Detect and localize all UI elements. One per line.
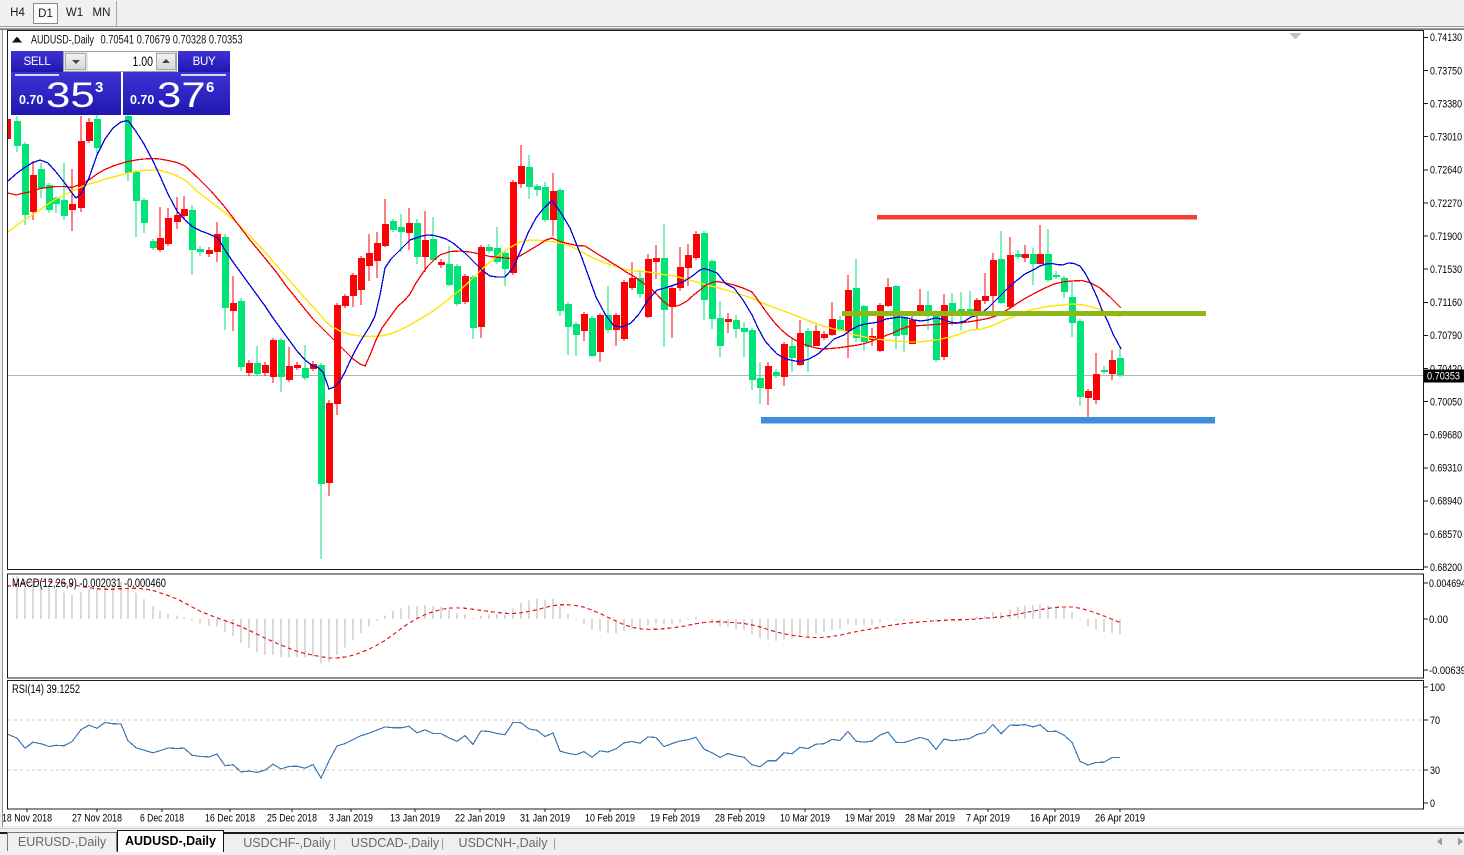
svg-text:28 Mar 2019: 28 Mar 2019 xyxy=(905,813,955,825)
svg-text:0.73010: 0.73010 xyxy=(1430,132,1462,144)
svg-text:0.70790: 0.70790 xyxy=(1430,330,1462,342)
svg-text:0.70050: 0.70050 xyxy=(1430,396,1462,408)
svg-text:RSI(14) 39.1252: RSI(14) 39.1252 xyxy=(12,684,80,696)
svg-text:22 Jan 2019: 22 Jan 2019 xyxy=(455,813,505,825)
svg-text:0.72640: 0.72640 xyxy=(1430,165,1462,177)
svg-text:30: 30 xyxy=(1430,765,1440,777)
svg-text:0.73380: 0.73380 xyxy=(1430,98,1462,110)
svg-text:31 Jan 2019: 31 Jan 2019 xyxy=(520,813,570,825)
svg-text:AUDUSD-,Daily: AUDUSD-,Daily xyxy=(31,35,94,47)
svg-text:0.68570: 0.68570 xyxy=(1430,529,1462,541)
svg-text:13 Jan 2019: 13 Jan 2019 xyxy=(390,813,440,825)
svg-text:MACD(12,26,9) -0.002031 -0.000: MACD(12,26,9) -0.002031 -0.000460 xyxy=(12,578,166,590)
svg-text:0.00: 0.00 xyxy=(1429,614,1448,626)
svg-text:0.72270: 0.72270 xyxy=(1430,198,1462,210)
svg-text:28 Feb 2019: 28 Feb 2019 xyxy=(715,813,765,825)
svg-text:0.68200: 0.68200 xyxy=(1430,562,1462,574)
svg-text:0.68940: 0.68940 xyxy=(1430,496,1462,508)
svg-text:70: 70 xyxy=(1430,715,1440,727)
svg-text:0.71530: 0.71530 xyxy=(1430,264,1462,276)
svg-text:0.71900: 0.71900 xyxy=(1430,231,1462,243)
svg-text:16 Apr 2019: 16 Apr 2019 xyxy=(1030,813,1080,825)
svg-text:19 Mar 2019: 19 Mar 2019 xyxy=(845,813,895,825)
svg-text:0.004694: 0.004694 xyxy=(1429,578,1464,590)
svg-text:10 Mar 2019: 10 Mar 2019 xyxy=(780,813,830,825)
svg-text:0.69310: 0.69310 xyxy=(1430,463,1462,475)
svg-text:0.74130: 0.74130 xyxy=(1430,32,1462,44)
svg-text:-0.00639: -0.00639 xyxy=(1429,665,1464,677)
svg-text:6 Dec 2018: 6 Dec 2018 xyxy=(140,813,184,825)
svg-text:0.70541 0.70679 0.70328 0.7035: 0.70541 0.70679 0.70328 0.70353 xyxy=(101,35,243,47)
svg-text:0.69680: 0.69680 xyxy=(1430,430,1462,442)
svg-text:16 Dec 2018: 16 Dec 2018 xyxy=(205,813,255,825)
svg-text:19 Feb 2019: 19 Feb 2019 xyxy=(650,813,700,825)
svg-text:18 Nov 2018: 18 Nov 2018 xyxy=(2,813,52,825)
svg-text:0.73750: 0.73750 xyxy=(1430,65,1462,77)
svg-text:0: 0 xyxy=(1430,798,1435,810)
svg-text:10 Feb 2019: 10 Feb 2019 xyxy=(585,813,635,825)
svg-text:0.71160: 0.71160 xyxy=(1430,297,1462,309)
svg-text:26 Apr 2019: 26 Apr 2019 xyxy=(1095,813,1145,825)
svg-text:0.70353: 0.70353 xyxy=(1427,370,1460,382)
svg-text:25 Dec 2018: 25 Dec 2018 xyxy=(267,813,317,825)
svg-text:7 Apr 2019: 7 Apr 2019 xyxy=(966,813,1010,825)
svg-text:100: 100 xyxy=(1430,682,1445,694)
svg-text:27 Nov 2018: 27 Nov 2018 xyxy=(72,813,122,825)
svg-text:3 Jan 2019: 3 Jan 2019 xyxy=(329,813,373,825)
